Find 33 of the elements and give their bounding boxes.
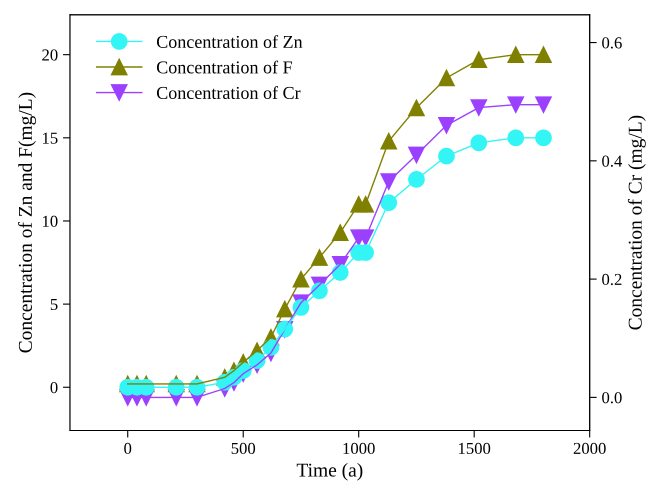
y-tick-label: 15 <box>42 132 58 144</box>
y-tick-label: 10 <box>42 216 58 227</box>
y-axis-title: Concentration of Zn and F(mg/L) <box>18 92 36 353</box>
point <box>408 171 425 188</box>
point <box>507 46 524 64</box>
x-tick-label: 1500 <box>458 442 490 454</box>
point <box>470 134 488 152</box>
y2-tick-label: 0.6 <box>602 37 622 49</box>
x-tick-label: 2000 <box>574 442 606 454</box>
y-tick-label: 0 <box>50 382 58 394</box>
y-tick-label: 5 <box>50 298 58 310</box>
point <box>535 129 552 146</box>
y2-tick-label: 0.2 <box>602 274 622 286</box>
point <box>507 96 524 113</box>
y2-axis-title: Concentration of Cr (mg/L) <box>628 116 646 330</box>
legend-label: Concentration of Zn <box>156 35 302 48</box>
point <box>438 70 455 86</box>
point <box>470 51 488 68</box>
y2-tick-label: 0.4 <box>602 156 622 167</box>
point <box>535 96 552 113</box>
x-tick-label: 0 <box>124 442 132 454</box>
x-tick-label: 1000 <box>344 442 375 454</box>
point <box>470 99 488 116</box>
point <box>311 249 328 266</box>
point <box>438 148 455 164</box>
point <box>535 46 552 64</box>
legend-label: Concentration of F <box>156 60 292 74</box>
x-tick-label: 500 <box>232 442 256 454</box>
y-tick-label: 20 <box>42 49 58 61</box>
legend-label: Concentration of Cr <box>156 86 300 100</box>
point <box>438 117 455 134</box>
x-axis-title: Time (a) <box>296 462 362 481</box>
y2-tick-label: 0.0 <box>602 392 622 404</box>
